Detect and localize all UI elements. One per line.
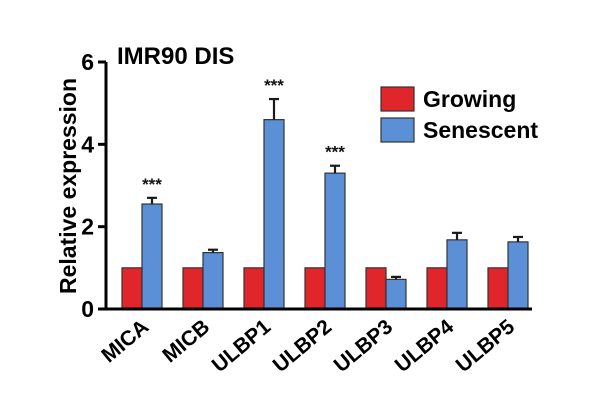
- legend-label-growing: Growing: [423, 86, 516, 112]
- legend-swatch-growing: [380, 86, 415, 112]
- bar-senescent-ulbp4: [446, 239, 468, 310]
- bar-senescent-ulbp5: [507, 241, 529, 310]
- x-tick-label: ULBP3: [330, 315, 398, 377]
- bars: [121, 119, 529, 310]
- y-axis-ticks: 0 2 4 6: [81, 49, 106, 322]
- bar-growing-ulbp2: [304, 267, 326, 310]
- x-tick-label: ULBP5: [452, 315, 520, 377]
- y-tick-label: 0: [81, 296, 94, 322]
- bar-senescent-ulbp2: [324, 172, 346, 310]
- significance-marker: ***: [325, 143, 345, 162]
- significance-marker: ***: [264, 76, 284, 95]
- y-tick-label: 6: [81, 49, 94, 75]
- significance-marker: ***: [142, 175, 162, 194]
- x-tick-label: ULBP2: [269, 315, 337, 377]
- bar-senescent-micb: [202, 252, 224, 310]
- bar-senescent-mica: [141, 203, 163, 310]
- y-tick-label: 4: [81, 131, 94, 157]
- bar-growing-ulbp3: [365, 267, 387, 310]
- x-tick-label: MICB: [158, 315, 214, 367]
- legend-label-senescent: Senescent: [423, 117, 538, 143]
- bar-senescent-ulbp3: [385, 278, 407, 310]
- bar-growing-micb: [182, 267, 204, 310]
- y-tick-label: 2: [81, 214, 94, 240]
- legend: Growing Senescent: [380, 86, 538, 143]
- bar-growing-ulbp1: [243, 267, 265, 310]
- error-bars: [147, 97, 523, 280]
- y-axis-label: Relative expression: [55, 78, 81, 294]
- significance-annotations: *** *** ***: [142, 76, 345, 194]
- chart-title: IMR90 DIS: [117, 43, 234, 70]
- legend-swatch-senescent: [380, 117, 415, 143]
- bar-growing-mica: [121, 267, 143, 310]
- bar-senescent-ulbp1: [263, 119, 285, 310]
- x-tick-label: ULBP1: [208, 315, 276, 377]
- axes: [104, 62, 532, 311]
- x-tick-label: ULBP4: [391, 315, 459, 377]
- bar-growing-ulbp5: [487, 267, 509, 310]
- bar-growing-ulbp4: [426, 267, 448, 310]
- x-tick-label: MICA: [97, 315, 153, 367]
